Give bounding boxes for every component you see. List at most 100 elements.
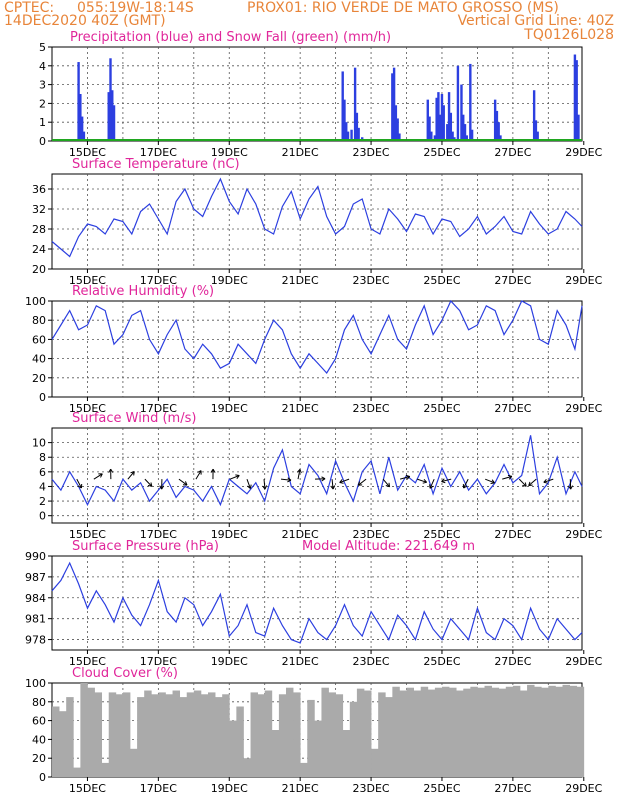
precip-bar: [111, 90, 114, 141]
y-tick-label: 981: [25, 613, 46, 626]
precip-bar: [107, 92, 110, 141]
cloud-cover-bar: [392, 686, 400, 777]
cloud-cover-bar: [519, 690, 528, 777]
precip-bar: [460, 84, 463, 141]
precip-bar: [456, 65, 460, 141]
header-date: 14DEC2020 40Z (GMT): [4, 13, 166, 29]
x-tick-label: 27DEC: [494, 146, 531, 159]
wind-arrow: [518, 478, 527, 487]
cloud-cover-bar: [449, 687, 457, 777]
cloud-cover-bar: [278, 694, 287, 777]
precip-bar: [437, 92, 440, 141]
header-grid-line: Vertical Grid Line: 40Z: [457, 13, 614, 29]
wind-arrow-head: [388, 482, 391, 487]
wind-arrow: [263, 479, 266, 490]
y-tick-label: 0: [39, 771, 46, 784]
precip-bar: [469, 63, 472, 141]
header-model-id: TQ0126L028: [524, 27, 614, 43]
cloud-cover-bar: [371, 748, 379, 777]
cloud-cover-bar: [207, 692, 216, 777]
x-tick-label: 27DEC: [494, 274, 531, 287]
cloud-cover-bar: [186, 692, 195, 777]
x-tick-label: 17DEC: [140, 402, 177, 415]
x-tick-label: 19DEC: [211, 274, 248, 287]
wind-arrow: [429, 478, 435, 489]
y-tick-label: 0: [39, 510, 46, 523]
precip-bar: [438, 114, 442, 141]
wind-arrow-head: [332, 485, 336, 490]
precip-bar: [435, 97, 438, 141]
precip-bar: [341, 71, 344, 141]
cloud-cover-bar: [420, 686, 429, 777]
precip-bar: [343, 99, 346, 141]
y-tick-label: 10: [32, 437, 46, 450]
wind-arrow-head: [491, 479, 495, 484]
cloud-cover-bar: [534, 686, 542, 777]
precip-bar: [394, 105, 398, 141]
x-tick-label: 29DEC: [565, 402, 602, 415]
panel-title: Relative Humidity (%): [72, 284, 214, 299]
wind-arrow-head: [528, 484, 533, 487]
x-tick-label: 15DEC: [69, 274, 106, 287]
precip-bar: [428, 116, 431, 141]
cloud-cover-bar: [321, 687, 329, 777]
precip-bar: [449, 112, 453, 141]
wind-arrow: [416, 478, 427, 483]
x-tick-label: 15DEC: [69, 655, 106, 668]
wind-arrow: [127, 471, 135, 480]
precip-bar: [391, 73, 394, 141]
wind-arrow-head: [507, 474, 512, 477]
series-line: [51, 299, 583, 374]
precip-bar: [398, 133, 401, 141]
cloud-cover-bar: [378, 692, 386, 777]
wind-arrow-head: [429, 485, 434, 489]
cloud-cover-bar: [172, 690, 181, 777]
precip-bar: [462, 114, 465, 141]
cloud-cover-bar: [477, 687, 485, 777]
wind-arrow: [528, 478, 537, 487]
wind-arrow: [297, 469, 301, 480]
precip-bar: [532, 90, 536, 141]
wind-arrow-head: [161, 485, 165, 490]
cloud-cover-bar: [314, 720, 322, 777]
y-tick-label: 990: [25, 550, 46, 563]
cloud-cover-bar: [470, 686, 478, 777]
cloud-cover-bar: [101, 762, 110, 777]
precip-bar: [345, 122, 348, 141]
cloud-cover-bar: [94, 692, 103, 777]
cloud-cover-bar: [300, 762, 308, 777]
panel-title: Surface Temperature (nC): [72, 157, 240, 172]
x-tick-label: 21DEC: [282, 402, 319, 415]
cloud-cover-bar: [80, 683, 88, 777]
y-tick-label: 1: [39, 116, 46, 129]
cloud-cover-bar: [215, 697, 223, 777]
cloud-cover-bar: [342, 730, 351, 777]
wind-arrow-head: [543, 478, 547, 483]
cloud-cover-bar: [349, 701, 358, 777]
wind-arrow-head: [522, 484, 527, 487]
precip-bar: [433, 135, 437, 141]
header-coordinates: 055:19W-18:14S: [77, 0, 194, 16]
x-tick-label: 27DEC: [494, 782, 531, 795]
x-tick-label: 19DEC: [211, 528, 248, 541]
wind-arrow-head: [197, 470, 202, 473]
y-tick-label: 20: [32, 263, 46, 276]
y-tick-label: 0: [39, 391, 46, 404]
precip-bar: [573, 54, 577, 141]
x-tick-label: 17DEC: [140, 655, 177, 668]
cloud-cover-bar: [271, 730, 280, 777]
cloud-cover-bar: [555, 686, 563, 777]
wind-arrow-head: [210, 468, 214, 473]
y-tick-label: 8: [39, 451, 46, 464]
cloud-cover-bar: [569, 685, 578, 777]
cloud-cover-bar: [130, 748, 138, 777]
wind-arrow: [280, 478, 292, 481]
cloud-cover-bar: [158, 692, 166, 777]
x-tick-label: 21DEC: [282, 782, 319, 795]
cloud-cover-bar: [406, 687, 414, 777]
wind-arrow: [382, 478, 390, 488]
cloud-cover-bar: [541, 687, 549, 777]
wind-arrow-head: [100, 473, 103, 478]
wind-arrow-head: [385, 485, 390, 488]
